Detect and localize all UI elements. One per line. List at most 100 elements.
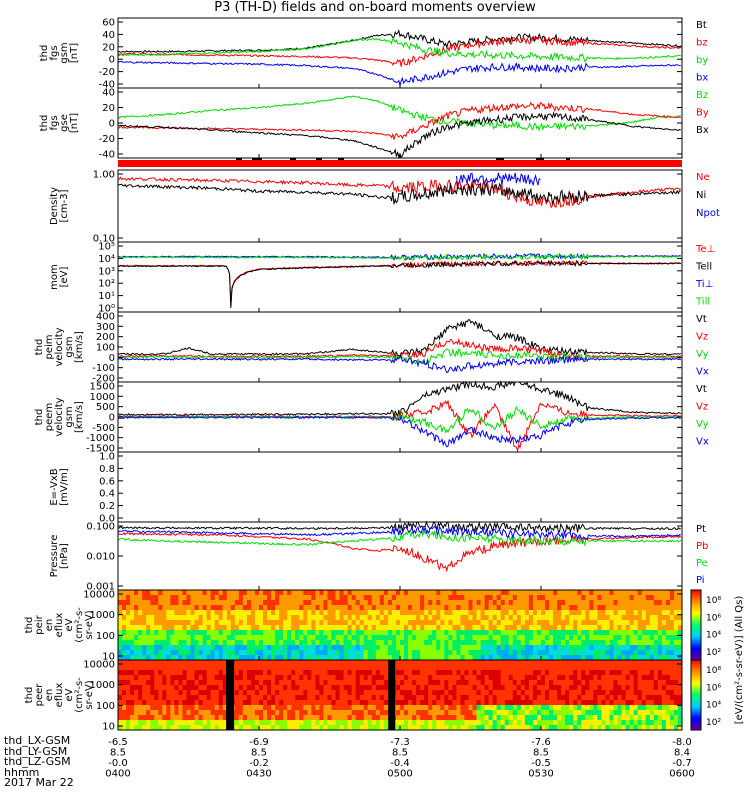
legend-Pi: Pi [696,575,705,586]
panel-efield: 1.00.80.6 0.40.2 0.0 E=-VxB [mV/m] [49,451,683,525]
x-axis-value: -7.3 [390,737,410,748]
legend-Pe: Pe [696,558,708,569]
y-tick-label: 10 [102,652,115,663]
footer-label-lz: thd_LZ-GSM [4,755,71,768]
y-axis-label: [nT] [69,113,80,133]
y-axis-label: [nT] [69,43,80,63]
y-tick-label: -40 [99,150,115,161]
y-axis-label: peer [34,683,45,707]
series-line-by [117,36,682,63]
y-axis-label: [km/s] [74,401,85,433]
x-axis-value: -6.5 [108,737,128,748]
y-tick-label: 100 [96,701,115,712]
series-line-Till [118,253,681,262]
flag-tick-6 [536,158,544,160]
footer-row-hhmm: hhmm [4,765,74,779]
footer-label-hhmm: hhmm [4,765,40,779]
y-tick-label: 10¹ [98,291,115,302]
footer-row-lx: thd_LX-GSM [4,734,74,747]
series-line-Vx [117,414,681,448]
y-tick-label: 0 [109,55,115,66]
series-line-bx [117,60,681,86]
x-axis-value: -0.7 [672,758,692,769]
legend-Vy: Vy [696,419,709,430]
y-tick-label: 40 [102,30,115,41]
y-tick-label: 10 [102,722,115,733]
chart-title: P3 (TH-D) fields and on-board moments ov… [214,0,536,15]
series-line-Ni [117,181,681,206]
y-tick-label: -200 [92,374,115,385]
flag-tick-7 [566,158,570,160]
y-axis-label: sr-eV) [84,680,95,709]
y-axis-label: [mV/m] [59,468,70,506]
colorbar-tick-label: 10⁶ [706,683,721,693]
x-axis-value: 0430 [246,769,271,780]
x-axis-value: -0.4 [390,758,410,769]
y-tick-label: 10000 [83,660,115,671]
colorbar-label: [eV/(cm²-s-sr-eV)] (All Qs) [734,596,745,725]
x-axis-value: 0530 [528,769,553,780]
y-axis-label: Pressure [49,535,60,578]
y-axis-label: gse [59,114,70,132]
flag-tick-0 [236,158,242,160]
colorbar-tick-label: 10⁴ [706,631,721,641]
footer-row-ly: thd_LY-GSM [4,746,74,758]
y-axis-label: en [44,619,55,632]
y-tick-label: -500 [92,423,115,434]
y-axis-label: gsm [59,42,70,63]
legend-Vx: Vx [696,367,709,378]
series-line-Npot [455,172,541,187]
legend-Npot: Npot [696,208,720,219]
colorbar-tick-label: 10⁸ [706,666,721,676]
y-tick-label: 1000 [90,680,115,691]
y-axis-label: fgs [49,45,60,60]
legend-Tell: Tell [695,262,712,273]
legend-Vz: Vz [696,402,708,413]
series-line-Bz [117,95,682,132]
legend-Te: Te⊥ [695,244,715,255]
y-axis-label: thd [24,687,35,704]
y-axis-label: peir [34,614,45,634]
panel-frame [117,451,683,523]
y-tick-label: -1500 [86,444,115,455]
legend-Vt: Vt [696,314,707,325]
y-tick-label: 0.6 [99,476,115,487]
data-gap-2 [388,660,396,730]
legend-by: by [696,55,708,66]
y-axis-label: gsm [64,406,75,427]
y-axis-label: thd [39,45,50,62]
y-tick-label: 100 [96,343,115,354]
y-tick-label: 20 [102,42,115,53]
y-axis-label: thd [34,409,45,426]
y-tick-label: -20 [99,67,115,78]
y-tick-label: 0 [109,353,115,364]
series-line-By [117,101,682,140]
panel-peir-en-eflux: 10000 1000 100 10 thd peir en eflux eV (cm²-s-sr-… [24,589,683,663]
legend-Vt: Vt [696,384,707,395]
y-tick-label: 0.100 [86,522,115,533]
panel-frame [117,87,683,159]
y-tick-label: 0.2 [99,501,115,512]
y-tick-label: 0.10 [93,234,115,245]
legend-Bx: Bx [696,125,709,136]
x-axis-value: 8.5 [392,748,408,759]
y-tick-label: 10³ [98,266,115,277]
x-axis-value: -0.2 [249,758,269,769]
legend-Bt: Bt [696,20,707,31]
y-tick-label: 10⁴ [98,254,115,265]
colorbar-tick-label: 10⁴ [706,701,721,711]
series-line-Vt [117,319,681,358]
x-axis-value: 8.5 [110,748,126,759]
y-tick-label: 40 [102,88,115,99]
footer-label-lx: thd_LX-GSM [4,734,71,747]
legend-Bz: Bz [696,90,708,101]
legend-Pt: Pt [696,524,706,535]
legend-Vx: Vx [696,437,709,448]
y-axis-label: [cm-3] [59,189,70,222]
y-tick-label: 10² [98,279,115,290]
x-axis-value: -6.9 [249,737,269,748]
y-axis-label: (cm²-s- [74,677,85,713]
series-line-bz [117,36,681,67]
